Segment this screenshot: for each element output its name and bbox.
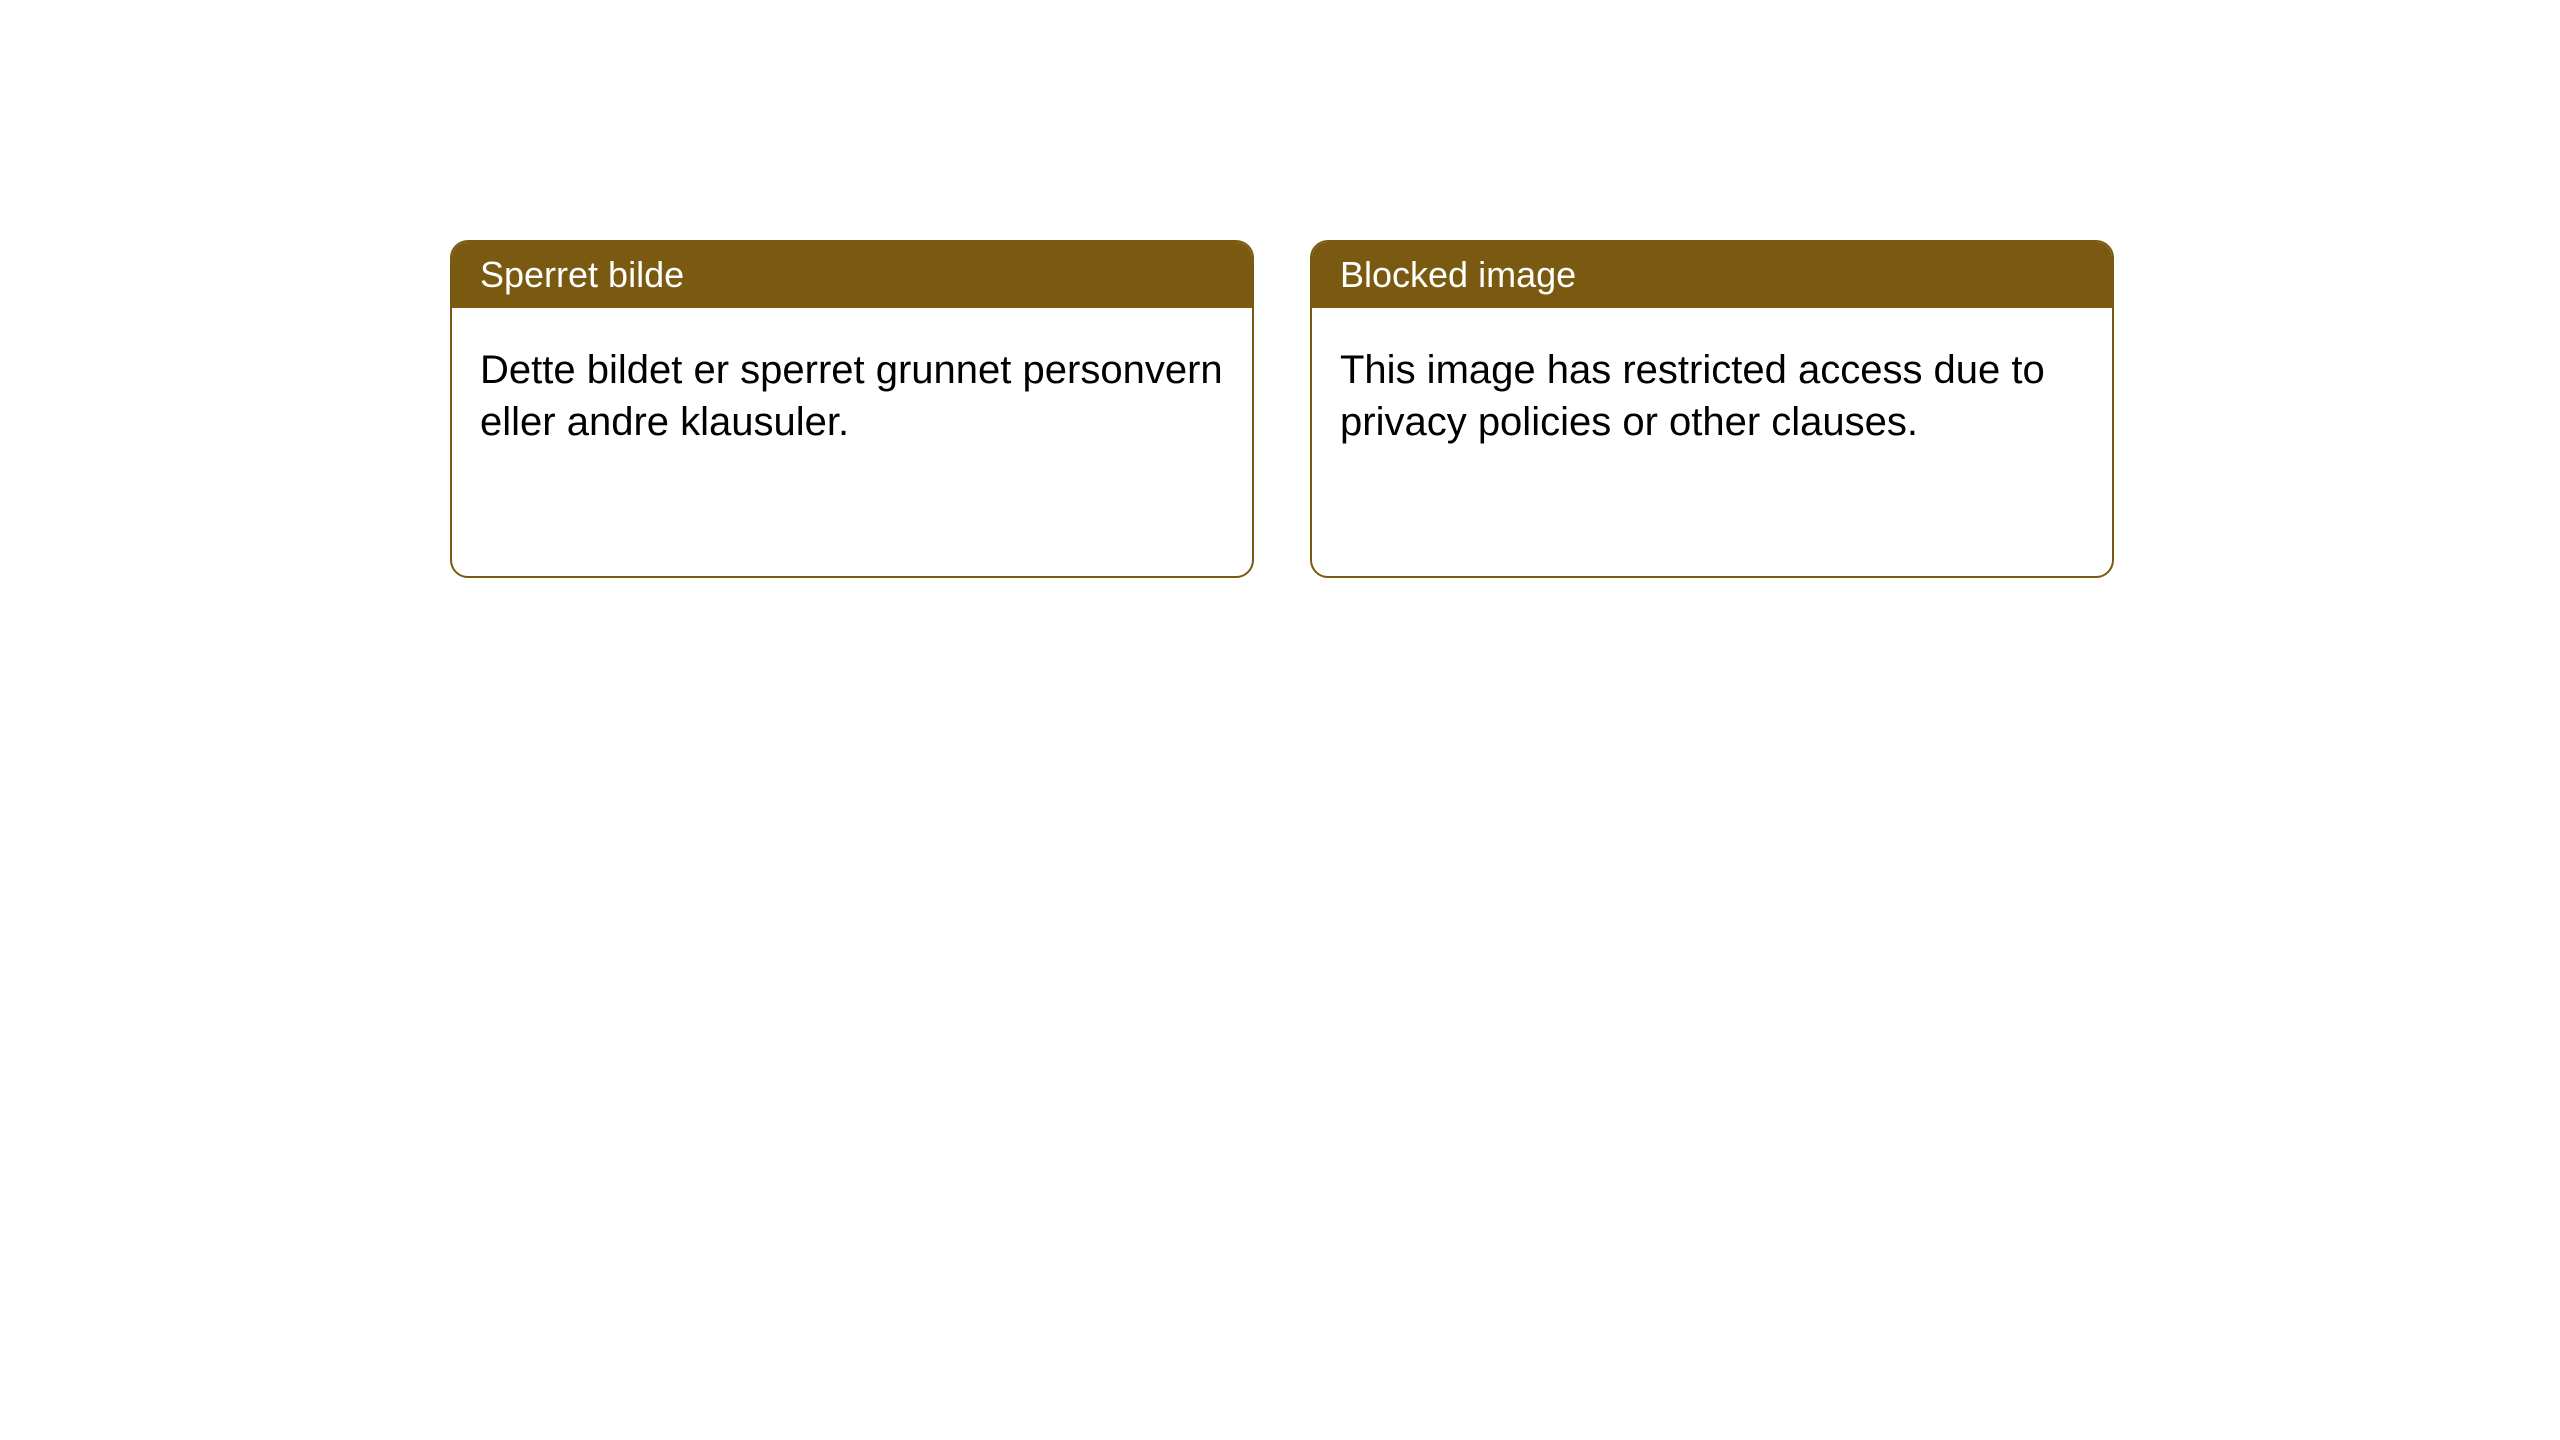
notice-container: Sperret bilde Dette bildet er sperret gr… (0, 0, 2560, 578)
notice-title-norwegian: Sperret bilde (452, 242, 1252, 308)
notice-body-english: This image has restricted access due to … (1312, 308, 2112, 484)
notice-body-norwegian: Dette bildet er sperret grunnet personve… (452, 308, 1252, 484)
notice-title-english: Blocked image (1312, 242, 2112, 308)
notice-card-english: Blocked image This image has restricted … (1310, 240, 2114, 578)
notice-card-norwegian: Sperret bilde Dette bildet er sperret gr… (450, 240, 1254, 578)
